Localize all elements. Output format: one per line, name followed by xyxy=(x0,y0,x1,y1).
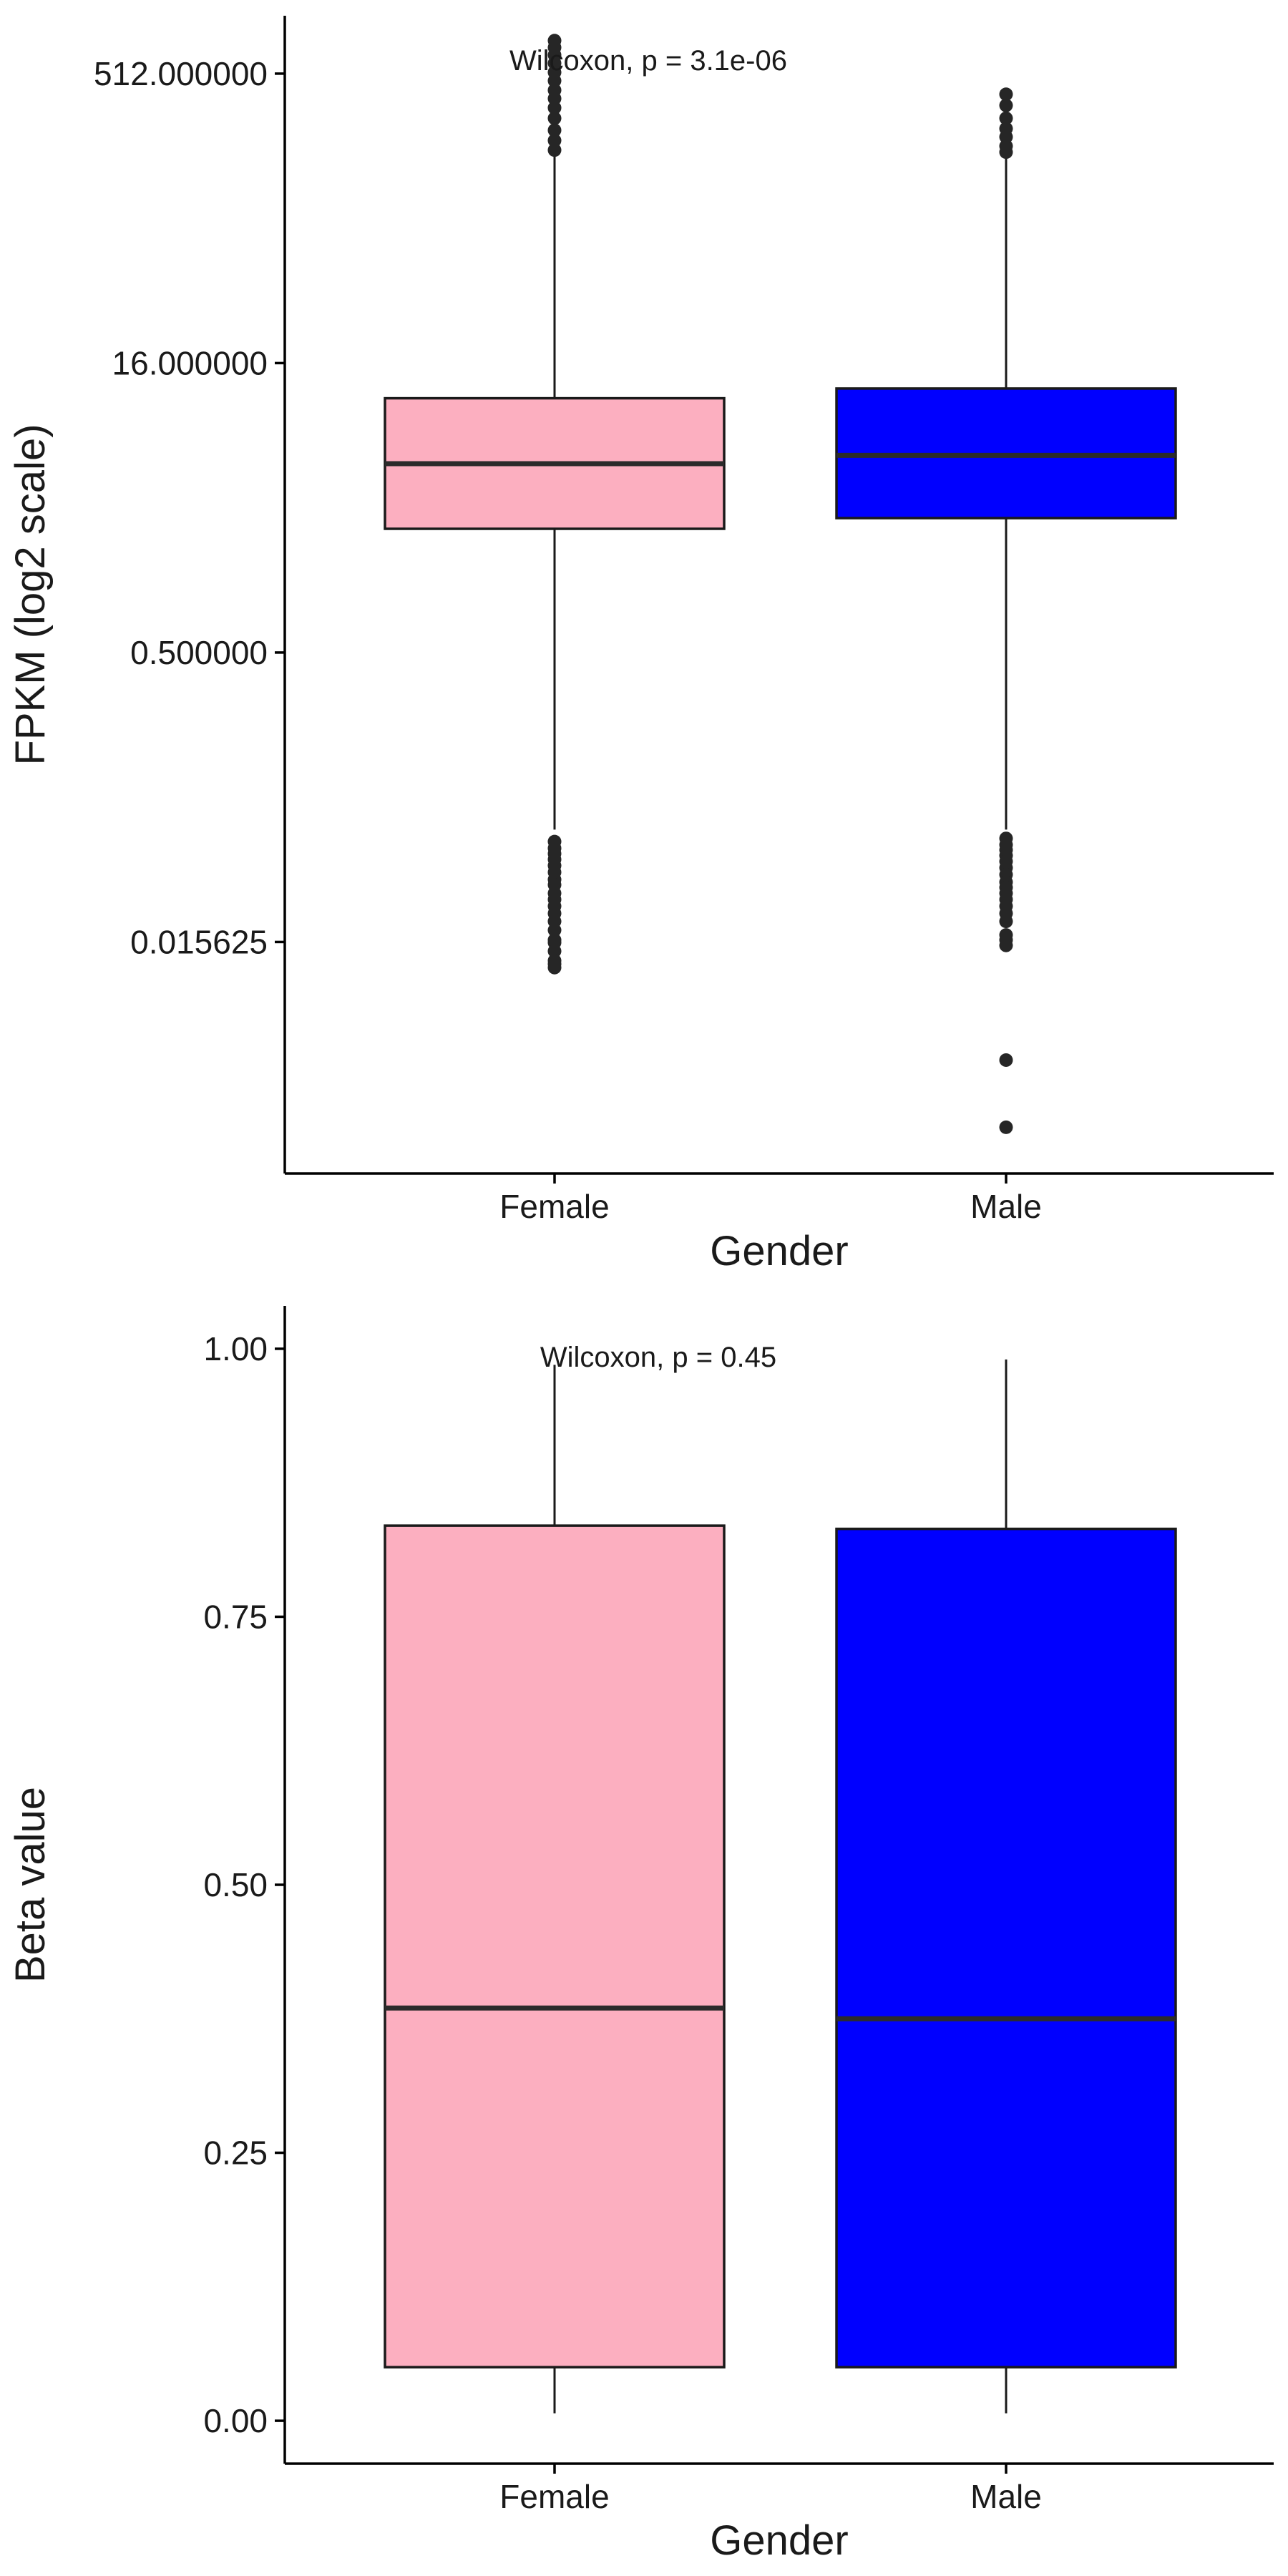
x-tick-label: Female xyxy=(499,1188,609,1225)
iqr-box xyxy=(384,1524,726,2368)
y-tick-label: 0.50 xyxy=(203,1866,268,1903)
outlier-point xyxy=(999,87,1013,102)
outlier-point xyxy=(547,923,562,937)
outlier-point xyxy=(547,133,562,147)
x-axis-title: Gender xyxy=(710,1228,848,1274)
wilcoxon-annotation: Wilcoxon, p = 0.45 xyxy=(540,1342,776,1373)
box-female xyxy=(384,1365,726,2414)
y-tick-label: 0.500000 xyxy=(130,634,268,671)
x-tick-label: Female xyxy=(499,2478,609,2515)
outlier-point xyxy=(547,960,562,975)
outlier-point xyxy=(547,111,562,125)
fpkm-panel: 0.015625 0.500000 16.000000 512.000000 Femal… xyxy=(7,16,1274,1274)
y-tick-label: 0.75 xyxy=(203,1598,268,1635)
y-tick-label: 0.015625 xyxy=(130,923,268,960)
y-tick-label: 16.000000 xyxy=(112,344,268,381)
outlier-point xyxy=(547,83,562,97)
y-axis-title: Beta value xyxy=(7,1787,54,1983)
x-tick-label: Male xyxy=(970,2478,1042,2515)
x-tick-label: Male xyxy=(970,1188,1042,1225)
outlier-point xyxy=(999,1120,1013,1134)
iqr-box xyxy=(835,1527,1177,2368)
box-male xyxy=(835,87,1177,1134)
y-tick-label: 0.25 xyxy=(203,2135,268,2172)
outlier-point xyxy=(999,1053,1013,1067)
outlier-point xyxy=(547,101,562,115)
outlier-point xyxy=(999,111,1013,125)
outlier-point xyxy=(547,34,562,48)
y-tick-label: 1.00 xyxy=(203,1330,268,1367)
box-male xyxy=(835,1359,1177,2414)
y-axis-title: FPKM (log2 scale) xyxy=(7,424,54,765)
outlier-point xyxy=(999,98,1013,112)
outlier-point xyxy=(999,938,1013,952)
wilcoxon-annotation: Wilcoxon, p = 3.1e-06 xyxy=(509,45,787,77)
outlier-point xyxy=(999,914,1013,929)
y-tick-label: 0.00 xyxy=(203,2402,268,2439)
outlier-point xyxy=(547,123,562,137)
box-female xyxy=(384,34,726,975)
outlier-point xyxy=(547,944,562,958)
outlier-point xyxy=(999,122,1013,136)
beta-panel: 0.00 0.25 0.50 0.75 1.00 Female Male Gender Beta… xyxy=(7,1306,1274,2564)
outlier-point xyxy=(547,143,562,157)
y-tick-label: 512.000000 xyxy=(94,55,268,92)
x-axis-title: Gender xyxy=(710,2517,848,2564)
